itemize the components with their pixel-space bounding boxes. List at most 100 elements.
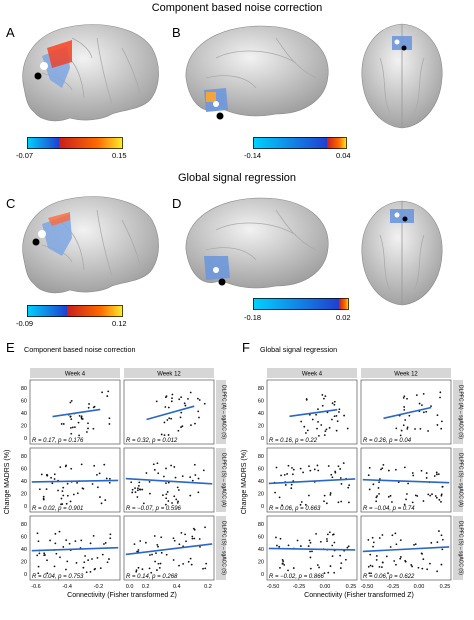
y-tick-label: 60 xyxy=(21,535,27,541)
data-point xyxy=(399,434,402,437)
data-point xyxy=(46,572,49,575)
y-tick-label: 60 xyxy=(258,535,264,541)
data-point xyxy=(198,399,201,401)
brain-lateral-a xyxy=(22,24,159,122)
data-point xyxy=(275,536,277,539)
data-point xyxy=(290,487,293,490)
data-point xyxy=(425,472,428,474)
row-label: DLPFC (A) – sgACC (S) xyxy=(458,385,464,439)
y-tick-label: 0 xyxy=(261,572,264,578)
data-point xyxy=(96,473,98,476)
data-point xyxy=(307,494,310,497)
data-point xyxy=(184,533,187,536)
data-point xyxy=(339,554,342,557)
y-tick-label: 60 xyxy=(21,467,27,473)
data-point xyxy=(317,434,320,437)
data-point xyxy=(135,570,138,573)
data-point xyxy=(440,534,443,537)
data-point xyxy=(393,560,396,562)
data-point xyxy=(104,499,107,501)
data-point xyxy=(42,498,45,501)
data-point xyxy=(137,566,140,569)
data-point xyxy=(173,495,176,498)
correlation-stat: R = 0.06, p = 0.622 xyxy=(363,574,415,580)
data-point xyxy=(403,503,406,506)
data-point xyxy=(80,415,83,418)
data-point xyxy=(339,477,342,479)
data-point xyxy=(184,404,187,407)
data-point xyxy=(325,502,328,505)
data-point xyxy=(376,495,379,497)
data-point xyxy=(435,471,438,474)
data-point xyxy=(421,552,424,555)
data-point xyxy=(421,567,424,570)
data-point xyxy=(429,494,432,497)
data-point xyxy=(321,404,324,407)
colorbar-b-min: -0.14 xyxy=(244,151,262,160)
data-point xyxy=(286,473,289,475)
data-point xyxy=(403,395,406,398)
data-point xyxy=(421,404,423,406)
data-point xyxy=(197,397,199,400)
data-point xyxy=(106,561,109,564)
data-point xyxy=(418,402,421,405)
data-point xyxy=(54,532,57,535)
data-point xyxy=(335,414,338,417)
data-point xyxy=(306,429,309,432)
correlation-stat: R = −0.07, p = 0.596 xyxy=(126,506,182,512)
data-point xyxy=(197,491,200,494)
row-strip xyxy=(216,448,226,512)
y-tick-label: 40 xyxy=(21,479,27,485)
data-point xyxy=(176,501,179,504)
data-point xyxy=(346,546,349,549)
data-point xyxy=(98,472,101,475)
data-point xyxy=(411,472,414,474)
data-point xyxy=(135,569,138,572)
data-point xyxy=(84,555,87,557)
y-tick-label: 0 xyxy=(261,504,264,510)
y-tick-label: 20 xyxy=(21,560,27,566)
data-point xyxy=(395,543,398,546)
colorbar-c-min: -0.09 xyxy=(16,319,34,328)
data-point xyxy=(171,502,173,504)
data-point xyxy=(145,472,148,474)
regression-line xyxy=(125,477,213,485)
data-point xyxy=(372,483,375,486)
data-point xyxy=(62,486,65,489)
data-point xyxy=(372,545,374,548)
data-point xyxy=(340,483,343,485)
data-point xyxy=(37,572,40,575)
data-point xyxy=(139,540,142,542)
data-point xyxy=(414,428,416,430)
data-point xyxy=(92,427,95,430)
y-tick-label: 80 xyxy=(21,386,27,392)
data-point xyxy=(130,481,133,484)
data-point xyxy=(138,484,140,487)
data-point xyxy=(404,419,407,421)
y-axis-label: Change MADRS (%) xyxy=(241,450,248,515)
data-point xyxy=(368,572,371,575)
y-tick-label: 20 xyxy=(21,492,27,498)
data-point xyxy=(338,411,340,413)
data-point xyxy=(344,558,347,561)
data-point xyxy=(105,477,108,480)
row-label: DLPFC (S) – sgACC (S) xyxy=(458,521,464,575)
row-label: DLPFC (A) – sgACC (S) xyxy=(221,385,227,439)
data-point xyxy=(198,538,201,540)
data-point xyxy=(55,552,58,555)
data-point xyxy=(436,424,439,426)
data-point xyxy=(177,429,180,432)
week-label: Week 12 xyxy=(157,372,181,378)
panel-letter-d: D xyxy=(172,196,182,211)
data-point xyxy=(165,493,168,496)
data-point xyxy=(144,541,147,544)
x-tick-label: 0.25 xyxy=(346,584,357,590)
data-point xyxy=(308,539,311,542)
data-point xyxy=(347,501,350,504)
data-point xyxy=(158,566,161,569)
data-point xyxy=(330,473,333,476)
data-point xyxy=(339,567,342,569)
data-point xyxy=(204,567,207,570)
data-point xyxy=(338,408,341,411)
data-point xyxy=(375,496,378,499)
